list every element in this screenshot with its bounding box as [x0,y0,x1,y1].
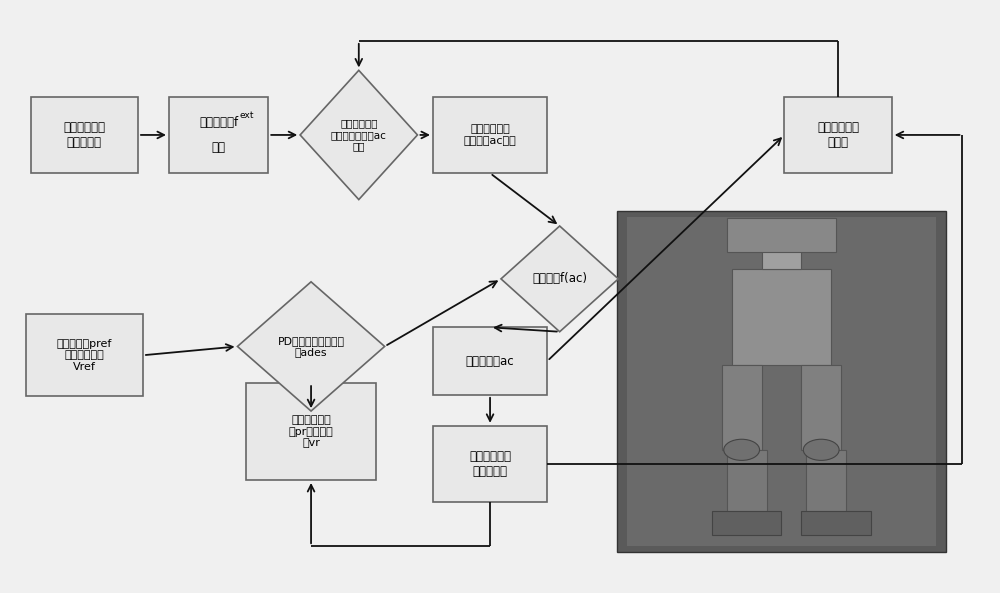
FancyBboxPatch shape [806,450,846,511]
FancyBboxPatch shape [433,327,547,395]
Polygon shape [237,282,385,411]
Text: 满足条件的f: 满足条件的f [199,116,238,129]
Text: 逆动力学计算
出关节力矩: 逆动力学计算 出关节力矩 [469,450,511,478]
Text: ext: ext [239,111,254,120]
FancyBboxPatch shape [627,217,936,546]
Text: 机器人实际位
置pr和实际速
度vr: 机器人实际位 置pr和实际速 度vr [289,415,333,448]
Text: 根据当前状态
和受力约束计算ac
范围: 根据当前状态 和受力约束计算ac 范围 [331,119,387,152]
Circle shape [803,439,839,460]
FancyBboxPatch shape [26,314,143,396]
FancyBboxPatch shape [732,269,831,365]
FancyBboxPatch shape [762,235,801,269]
Polygon shape [501,226,618,331]
FancyBboxPatch shape [712,511,781,535]
FancyBboxPatch shape [801,511,871,535]
FancyBboxPatch shape [784,97,892,173]
Text: 目标函数f(ac): 目标函数f(ac) [532,272,587,285]
FancyBboxPatch shape [722,365,762,450]
FancyBboxPatch shape [727,450,767,511]
FancyBboxPatch shape [727,218,836,252]
FancyBboxPatch shape [801,365,841,450]
Text: 位置参考值pref
和速度参考值
Vref: 位置参考值pref 和速度参考值 Vref [57,339,112,372]
Text: 范围: 范围 [212,141,226,154]
Text: PD控制产生目标加速
度ades: PD控制产生目标加速 度ades [278,336,345,357]
FancyBboxPatch shape [31,97,138,173]
Text: 仿人机器人脚
部受力约束: 仿人机器人脚 部受力约束 [63,121,105,149]
FancyBboxPatch shape [246,383,376,480]
Text: 计算出最优ac: 计算出最优ac [466,355,514,368]
FancyBboxPatch shape [617,211,946,552]
Text: 机器人当前状
态矩阵: 机器人当前状 态矩阵 [817,121,859,149]
Circle shape [724,439,760,460]
FancyBboxPatch shape [169,97,268,173]
Text: 当前状态的上
身加速度ac范围: 当前状态的上 身加速度ac范围 [464,124,516,146]
FancyBboxPatch shape [433,97,547,173]
FancyBboxPatch shape [433,426,547,502]
Polygon shape [300,71,417,200]
